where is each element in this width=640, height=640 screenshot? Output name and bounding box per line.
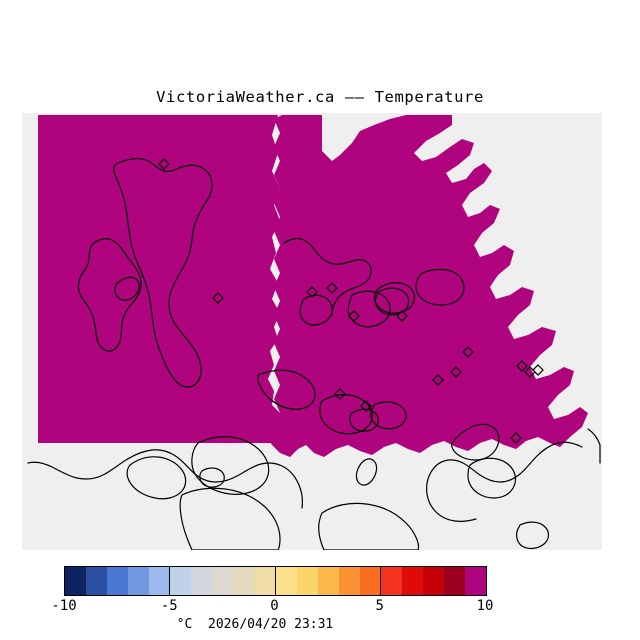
colorbar-tick--5 [169,566,171,596]
diamond-marker [510,432,522,444]
coastline-inlet-b [299,294,333,326]
coastline-island-lower-mid [191,436,270,495]
coastline-far-right-edge [587,428,601,464]
colorbar-tick-5 [379,566,381,596]
colorbar-segment-3 [128,567,150,595]
coastline-central-inlets [283,237,372,316]
diamond-marker [360,400,372,412]
colorbar-caption: °C 2026/04/20 23:31 [0,617,640,632]
coastline-east-lake-2 [374,287,410,316]
colorbar-label-0: 0 [270,598,279,614]
diamond-marker [158,158,170,170]
station-markers[interactable] [158,158,544,444]
diamond-marker [396,310,408,322]
colorbar-segment-15 [380,567,402,595]
colorbar-segment-17 [422,567,444,595]
coastline-south-peninsula [319,394,373,435]
colorbar-segment-6 [191,567,213,595]
coastline-south-landmass [27,449,303,509]
colorbar-segment-2 [107,567,129,595]
coastline-lower-big-land [179,487,281,550]
coastlines-outside-domain [27,428,601,550]
colorbar-segment-16 [401,567,423,595]
coastline-lower-right-land [318,502,420,550]
diamond-marker [326,282,338,294]
map-canvas[interactable] [22,113,602,550]
coastline-vancouver-island [113,157,213,388]
coastline-small-lake-lower [199,467,225,488]
diamond-marker [306,286,318,298]
coastline-south-island-b [370,401,407,430]
colorbar-label--5: -5 [160,598,178,614]
coastline-south-island-a [349,408,379,432]
coastline-strait-line [257,369,316,410]
coastline-island-lower-left [126,456,187,500]
coastline-se-lobe [451,423,500,461]
diamond-marker [516,360,528,372]
colorbar-segment-14 [359,567,381,595]
colorbar-segment-7 [212,567,234,595]
diamond-marker [462,346,474,358]
colorbar-tick-0 [274,566,276,596]
colorbar-segment-5 [170,567,192,595]
coastline-right-small [516,521,550,550]
colorbar-label-10: 10 [476,598,494,614]
coastline-right-land-mass [426,441,583,522]
colorbar-label-5: 5 [375,598,384,614]
colorbar-segment-0 [65,567,87,595]
diamond-marker [432,374,444,386]
colorbar-segment-4 [149,567,171,595]
coastline-northern-island [77,238,142,352]
coastline-se-tail [355,458,378,486]
diamond-marker [334,388,346,400]
page-title: VictoriaWeather.ca —— Temperature [156,88,484,106]
colorbar-label--10: -10 [51,598,77,614]
temperature-colorbar[interactable] [64,566,487,596]
diamond-marker [348,310,360,322]
colorbar-segment-10 [275,567,297,595]
colorbar-segment-1 [86,567,108,595]
map-panel[interactable] [22,113,602,550]
colorbar-segment-19 [464,567,486,595]
colorbar-segment-13 [338,567,360,595]
coastline-small-island-west [114,276,140,301]
colorbar-segment-9 [254,567,276,595]
coastline-right-inlet [467,457,517,499]
colorbar-segment-18 [443,567,465,595]
colorbar-segment-12 [317,567,339,595]
diamond-marker [532,364,544,376]
coastline-east-lake [415,268,465,306]
colorbar-caption-text: °C 2026/04/20 23:31 [176,617,334,632]
field-mainland-block [266,115,588,457]
coastlines-inland [77,157,500,486]
colorbar-area: -10 -5 0 5 10 °C 2026/04/20 23:31 [0,560,640,640]
colorbar-segment-8 [233,567,255,595]
field-west-block [38,115,284,443]
diamond-marker [450,366,462,378]
colorbar-segment-11 [296,567,318,595]
diamond-marker [212,292,224,304]
temperature-field [38,115,588,457]
